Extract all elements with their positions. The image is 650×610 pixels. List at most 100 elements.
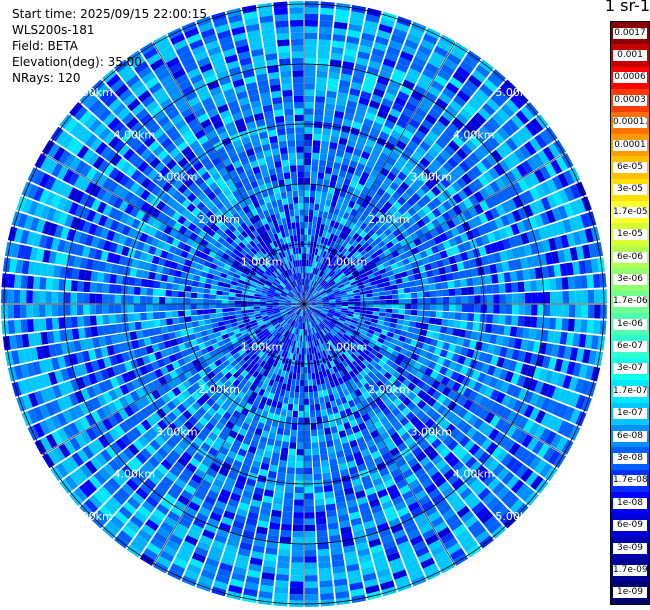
- field-cell: [357, 205, 366, 214]
- field-cell: [234, 560, 249, 570]
- field-cell: [337, 261, 344, 269]
- field-cell: [306, 292, 310, 299]
- field-cell: [391, 102, 404, 113]
- field-cell: [322, 257, 327, 265]
- field-cell: [192, 326, 201, 334]
- field-cell: [387, 367, 396, 376]
- field-cell: [328, 186, 335, 195]
- field-cell: [518, 192, 529, 206]
- field-cell: [305, 266, 308, 273]
- field-cell: [157, 447, 169, 459]
- field-cell: [418, 424, 429, 435]
- field-cell: [584, 365, 594, 380]
- field-cell: [509, 271, 518, 282]
- field-cell: [304, 575, 318, 582]
- field-cell: [567, 276, 575, 290]
- field-cell: [133, 295, 141, 304]
- field-cell: [466, 169, 478, 181]
- field-cell: [452, 193, 463, 204]
- field-cell: [209, 304, 216, 309]
- field-cell: [436, 404, 447, 415]
- field-cell: [353, 350, 361, 358]
- field-cell: [317, 262, 322, 270]
- field-cell: [537, 443, 550, 458]
- field-cell: [96, 325, 105, 336]
- field-cell: [532, 341, 541, 354]
- field-cell: [360, 259, 368, 266]
- field-cell: [320, 147, 329, 155]
- field-cell: [373, 42, 388, 52]
- field-cell: [334, 309, 342, 312]
- field-cell: [430, 51, 446, 63]
- field-cell: [316, 300, 323, 302]
- field-cell: [298, 411, 304, 418]
- field-cell: [244, 582, 259, 591]
- field-cell: [306, 316, 308, 323]
- field-cell: [321, 321, 328, 327]
- field-cell: [245, 388, 254, 397]
- field-cell: [45, 291, 52, 304]
- field-cell: [353, 312, 361, 316]
- field-cell: [173, 557, 188, 569]
- field-cell: [444, 229, 454, 240]
- field-cell: [450, 336, 459, 345]
- field-cell: [159, 311, 166, 319]
- field-cell: [152, 296, 159, 304]
- field-cell: [377, 426, 387, 435]
- field-cell: [382, 340, 391, 347]
- field-cell: [402, 282, 410, 288]
- field-cell: [337, 196, 345, 204]
- field-cell: [404, 73, 418, 85]
- field-cell: [456, 465, 469, 478]
- field-cell: [366, 293, 373, 298]
- field-cell: [247, 397, 255, 406]
- field-cell: [473, 112, 487, 125]
- field-cell: [407, 501, 421, 512]
- field-cell: [367, 212, 376, 221]
- field-cell: [501, 407, 512, 421]
- field-cell: [308, 279, 311, 286]
- field-cell: [520, 232, 530, 245]
- field-cell: [399, 484, 411, 495]
- field-cell: [382, 236, 391, 245]
- field-cell: [368, 325, 376, 331]
- field-cell: [537, 304, 544, 316]
- field-cell: [456, 177, 467, 189]
- field-cell: [314, 403, 321, 411]
- field-cell: [172, 528, 186, 540]
- field-cell: [377, 173, 387, 182]
- field-cell: [370, 183, 380, 193]
- field-cell: [442, 311, 449, 319]
- field-cell: [484, 399, 495, 411]
- field-cell: [506, 198, 518, 211]
- field-cell: [494, 217, 505, 229]
- field-cell: [344, 270, 352, 277]
- field-cell: [414, 177, 425, 188]
- field-cell: [51, 291, 59, 304]
- field-cell: [425, 351, 434, 361]
- field-cell: [149, 490, 163, 503]
- field-cell: [194, 546, 209, 558]
- field-cell: [492, 463, 505, 477]
- field-cell: [371, 48, 386, 58]
- field-cell: [324, 267, 330, 274]
- field-cell: [363, 20, 379, 30]
- field-cell: [304, 341, 307, 349]
- field-cell: [339, 315, 346, 320]
- field-cell: [548, 237, 557, 251]
- field-cell: [383, 436, 393, 446]
- field-cell: [349, 582, 364, 591]
- field-cell: [232, 371, 241, 379]
- field-cell: [376, 568, 391, 579]
- field-cell: [389, 279, 397, 286]
- field-cell: [228, 311, 236, 316]
- field-cell: [431, 400, 442, 411]
- field-cell: [248, 367, 256, 376]
- field-cell: [325, 401, 332, 409]
- field-cell: [500, 453, 513, 467]
- field-cell: [134, 534, 149, 547]
- field-cell: [343, 422, 352, 430]
- field-cell: [359, 560, 374, 570]
- field-cell: [286, 332, 292, 339]
- field-cell: [321, 272, 327, 279]
